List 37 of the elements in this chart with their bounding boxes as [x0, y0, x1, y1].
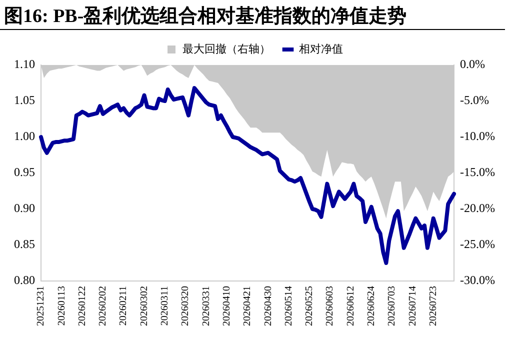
x-tick-label: 20260320 [180, 286, 192, 326]
y2-tick-label: -20.0% [460, 201, 496, 216]
x-tick-label: 20260410 [221, 286, 232, 326]
y2-tick-label: -10.0% [460, 129, 496, 144]
x-tick-label: 20260714 [407, 286, 418, 326]
x-tick-label: 20260703 [386, 286, 398, 326]
y-tick-label: 0.90 [14, 201, 35, 216]
y-tick-label: 0.85 [14, 237, 35, 252]
x-tick-label: 20260331 [200, 286, 212, 326]
x-tick-label: 20260525 [304, 286, 316, 326]
x-tick-label: 20260122 [76, 286, 88, 326]
legend-label: 相对净值 [299, 42, 343, 56]
chart-title: 图16: PB-盈利优选组合相对基准指数的净值走势 [4, 4, 407, 29]
x-tick-label: 20260723 [428, 286, 439, 326]
x-tick-label: 20260302 [138, 286, 150, 326]
x-tick-label: 20260421 [242, 286, 254, 326]
y-tick-label: 0.95 [14, 165, 35, 180]
x-tick-label: 20260624 [366, 286, 378, 326]
x-tick-label: 20260603 [324, 286, 336, 326]
y2-tick-label: -15.0% [460, 165, 496, 180]
y-tick-label: 1.00 [14, 129, 35, 144]
x-tick-label: 20260514 [283, 286, 294, 326]
x-tick-label: 20260202 [98, 286, 109, 326]
y2-tick-label: 0.0% [460, 57, 486, 72]
x-tick-label: 20260311 [160, 286, 171, 326]
y2-tick-label: -5.0% [460, 93, 490, 108]
x-tick-label: 20260211 [118, 286, 130, 326]
legend-label: 最大回撤（右轴） [182, 42, 270, 56]
x-tick-label: 20260612 [345, 286, 356, 326]
y-tick-label: 1.10 [14, 57, 35, 72]
y-tick-label: 0.80 [14, 273, 35, 288]
y-tick-label: 1.05 [14, 93, 35, 108]
x-tick-label: 20260430 [262, 286, 274, 326]
y2-tick-label: -25.0% [460, 237, 496, 252]
y2-tick-label: -30.0% [460, 273, 496, 288]
x-tick-label: 20260113 [56, 286, 68, 326]
x-tick-label: 20251231 [36, 286, 47, 326]
